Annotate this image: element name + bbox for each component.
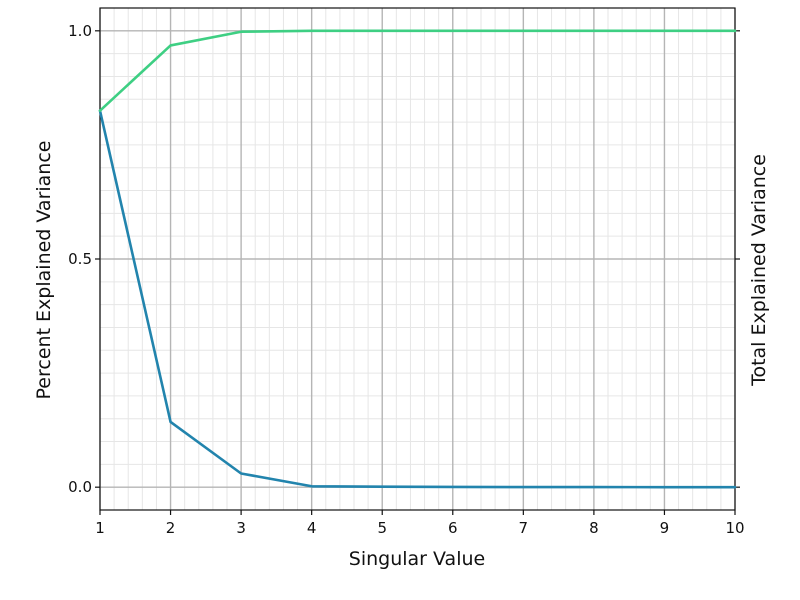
x-tick-label: 7 [519, 519, 529, 537]
series-line-1 [98, 109, 737, 489]
x-tick-label: 3 [236, 519, 246, 537]
y-tick-label: 0.5 [68, 250, 92, 268]
x-tick-label: 6 [448, 519, 458, 537]
x-axis-label: Singular Value [349, 548, 485, 570]
major-grid [99, 8, 736, 510]
x-tick-label: 4 [307, 519, 317, 537]
x-tick-label: 2 [166, 519, 176, 537]
series-layer [98, 29, 737, 489]
x-tick-label: 10 [725, 519, 744, 537]
x-tick-label: 8 [589, 519, 599, 537]
x-tick-label: 1 [95, 519, 105, 537]
x-tick-label: 5 [377, 519, 387, 537]
y-tick-label: 1.0 [68, 22, 92, 40]
y-axis: 0.0 0.5 1.0 [68, 22, 100, 496]
y-axis-label: Percent Explained Variance [33, 141, 55, 400]
x-tick-label: 9 [660, 519, 670, 537]
right-axis [735, 30, 740, 488]
y-tick-label: 0.0 [68, 478, 92, 496]
x-axis: 1 2 3 4 5 6 7 8 9 10 [95, 510, 745, 537]
series-line-2 [98, 29, 737, 112]
right-axis-label: Total Explained Variance [748, 154, 770, 387]
